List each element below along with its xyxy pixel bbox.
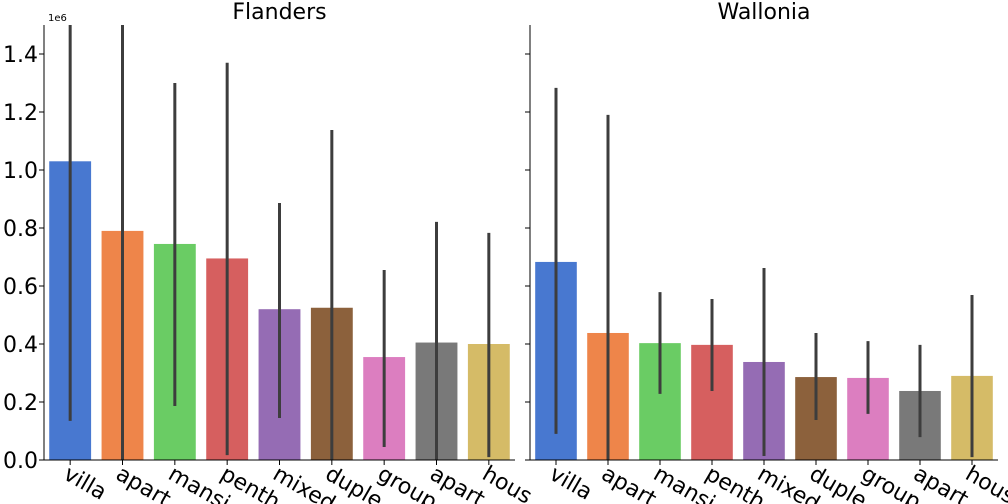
y-tick-label: 1.4 [3, 43, 38, 68]
y-tick-label: 0.6 [3, 275, 38, 300]
y-tick-label: 1.2 [3, 101, 38, 126]
panel-title: Flanders [232, 0, 326, 25]
y-tick-label: 0.0 [3, 449, 38, 474]
plot-area [49, 25, 510, 461]
panel-title: Wallonia [717, 0, 810, 25]
x-tick-label: villa [545, 462, 596, 504]
y-tick-label: 0.2 [3, 391, 38, 416]
x-tick-label: hous [478, 462, 536, 504]
y-tick-label: 0.8 [3, 217, 38, 242]
plot-area [535, 87, 993, 460]
y-tick-label: 0.4 [3, 333, 38, 358]
x-tick-label: villa [59, 462, 110, 504]
y-tick-label: 1.0 [3, 159, 38, 184]
y-offset-label: 1e6 [48, 13, 67, 24]
